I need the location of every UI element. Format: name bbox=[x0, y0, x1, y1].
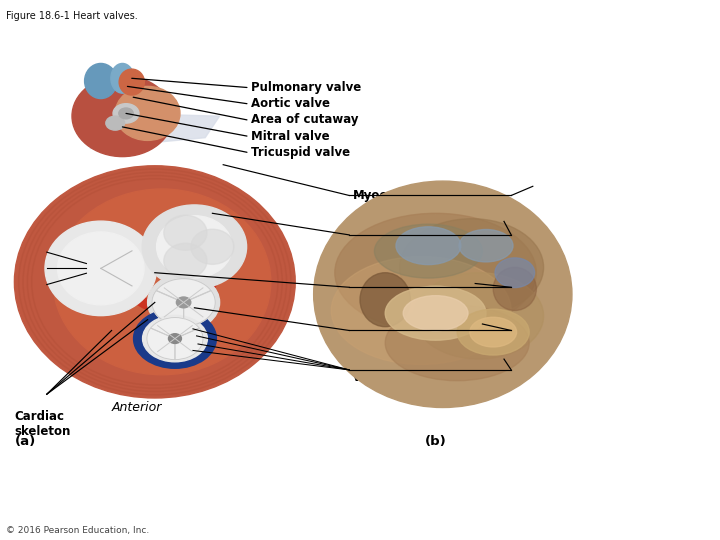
Circle shape bbox=[113, 104, 139, 123]
Ellipse shape bbox=[111, 63, 134, 93]
Ellipse shape bbox=[331, 256, 511, 365]
Ellipse shape bbox=[374, 224, 482, 278]
Text: Area of cutaway: Area of cutaway bbox=[251, 113, 358, 126]
Ellipse shape bbox=[53, 189, 271, 375]
Ellipse shape bbox=[72, 76, 173, 157]
Text: (b): (b) bbox=[425, 435, 446, 448]
Ellipse shape bbox=[493, 267, 536, 310]
Wedge shape bbox=[150, 318, 199, 339]
Wedge shape bbox=[175, 328, 203, 360]
Text: Mitral valve: Mitral valve bbox=[251, 130, 329, 143]
Ellipse shape bbox=[459, 230, 513, 262]
Ellipse shape bbox=[360, 273, 410, 327]
Ellipse shape bbox=[115, 86, 180, 140]
Ellipse shape bbox=[470, 317, 517, 347]
Text: Cardiac
skeleton: Cardiac skeleton bbox=[14, 410, 71, 438]
Wedge shape bbox=[184, 291, 215, 326]
Polygon shape bbox=[90, 113, 220, 148]
Ellipse shape bbox=[164, 215, 207, 251]
Ellipse shape bbox=[457, 309, 529, 355]
Ellipse shape bbox=[143, 205, 246, 288]
Circle shape bbox=[106, 116, 125, 130]
Ellipse shape bbox=[164, 243, 207, 278]
Text: Aortic valve: Aortic valve bbox=[251, 97, 330, 110]
Circle shape bbox=[176, 297, 191, 308]
Ellipse shape bbox=[396, 227, 461, 265]
Ellipse shape bbox=[85, 63, 117, 98]
Ellipse shape bbox=[403, 295, 468, 330]
Ellipse shape bbox=[58, 232, 144, 305]
Text: Anterior: Anterior bbox=[112, 401, 162, 414]
Circle shape bbox=[168, 334, 181, 343]
Ellipse shape bbox=[400, 219, 544, 316]
Ellipse shape bbox=[148, 274, 220, 330]
Ellipse shape bbox=[385, 286, 486, 340]
Wedge shape bbox=[152, 291, 184, 326]
Text: Tricuspid valve: Tricuspid valve bbox=[251, 146, 350, 159]
Text: © 2016 Pearson Education, Inc.: © 2016 Pearson Education, Inc. bbox=[6, 525, 149, 535]
Wedge shape bbox=[156, 279, 211, 302]
Text: (a): (a) bbox=[14, 435, 36, 448]
Text: Tricuspid
(right atrioventricular)
valve: Tricuspid (right atrioventricular) valve bbox=[353, 266, 504, 309]
Text: Pulmonary valve: Pulmonary valve bbox=[251, 81, 361, 94]
Circle shape bbox=[119, 108, 133, 119]
Ellipse shape bbox=[14, 166, 295, 398]
Ellipse shape bbox=[157, 215, 232, 278]
Text: Pulmonary
valve: Pulmonary valve bbox=[353, 356, 423, 384]
Ellipse shape bbox=[120, 69, 144, 95]
Ellipse shape bbox=[314, 181, 572, 408]
Text: Figure 18.6-1 Heart valves.: Figure 18.6-1 Heart valves. bbox=[6, 11, 138, 21]
Ellipse shape bbox=[143, 315, 207, 362]
Text: Mitral
(left atrioventricular)
valve: Mitral (left atrioventricular) valve bbox=[353, 213, 495, 256]
Ellipse shape bbox=[191, 229, 234, 265]
Text: Aortic
valve: Aortic valve bbox=[353, 316, 392, 345]
Ellipse shape bbox=[134, 309, 217, 368]
Ellipse shape bbox=[335, 213, 536, 332]
Wedge shape bbox=[147, 328, 175, 360]
Ellipse shape bbox=[45, 221, 157, 315]
Ellipse shape bbox=[414, 273, 544, 359]
Text: Myocardium: Myocardium bbox=[353, 189, 433, 202]
Ellipse shape bbox=[495, 258, 534, 287]
Ellipse shape bbox=[385, 305, 529, 381]
